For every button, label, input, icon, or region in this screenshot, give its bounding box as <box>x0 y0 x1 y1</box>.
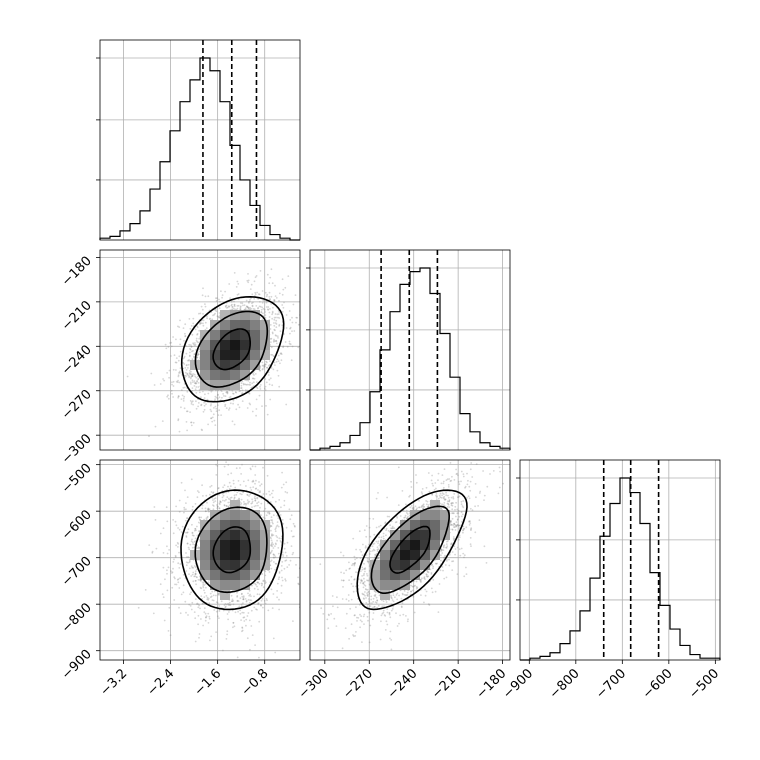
x-tick-label: −500 <box>686 666 722 702</box>
x-tick-label: −300 <box>296 666 332 702</box>
histogram-panel-0 <box>96 39 301 241</box>
histogram-step-1 <box>310 267 511 451</box>
x-tick-label: −700 <box>593 666 629 702</box>
contour-line <box>356 489 468 611</box>
contour-line <box>180 489 284 611</box>
y-tick-label: −900 <box>59 647 95 683</box>
contour-line <box>212 328 251 371</box>
x-tick-label: −0.8 <box>239 666 272 699</box>
scatter-panel-2-1 <box>309 459 511 661</box>
y-tick-label: −270 <box>59 387 95 423</box>
scatter-frame-2-0 <box>99 459 301 661</box>
histogram-step-2 <box>520 477 721 661</box>
contour-line <box>389 525 431 574</box>
scatter-frame-2-1 <box>309 459 511 661</box>
y-tick-label: −600 <box>59 507 95 543</box>
density-blocks <box>190 500 270 600</box>
x-tick-label: −1.6 <box>192 666 225 699</box>
y-tick-label: −180 <box>59 254 95 290</box>
x-tick-label: −3.2 <box>97 666 130 699</box>
y-tick-label: −700 <box>59 554 95 590</box>
x-tick-label: −270 <box>340 666 376 702</box>
density-blocks <box>370 500 450 600</box>
histogram-frame-0 <box>99 39 301 241</box>
y-tick-label: −800 <box>59 600 95 636</box>
x-tick-label: −240 <box>385 666 421 702</box>
histogram-frame-2 <box>519 459 721 661</box>
contour-line <box>370 505 451 594</box>
x-tick-label: −210 <box>429 666 465 702</box>
x-tick-label: −2.4 <box>144 666 177 699</box>
contour-line <box>194 310 269 388</box>
contour-line <box>212 526 252 574</box>
y-tick-label: −500 <box>59 461 95 497</box>
y-tick-label: −240 <box>59 343 95 379</box>
density-blocks <box>190 310 270 390</box>
y-tick-label: −300 <box>59 431 95 467</box>
scatter-panel-1-0 <box>99 249 301 451</box>
x-tick-label: −900 <box>500 666 536 702</box>
contour-line <box>194 506 268 594</box>
x-tick-label: −180 <box>474 666 510 702</box>
scatter-panel-2-0 <box>99 459 301 661</box>
histogram-step-0 <box>99 57 300 241</box>
y-tick-label: −210 <box>59 298 95 334</box>
x-tick-label: −800 <box>547 666 583 702</box>
histogram-panel-1 <box>306 249 511 451</box>
histogram-panel-2 <box>516 459 721 661</box>
histogram-frame-1 <box>309 249 511 451</box>
scatter-frame-1-0 <box>99 249 301 451</box>
x-tick-label: −600 <box>640 666 676 702</box>
contour-line <box>180 295 285 403</box>
